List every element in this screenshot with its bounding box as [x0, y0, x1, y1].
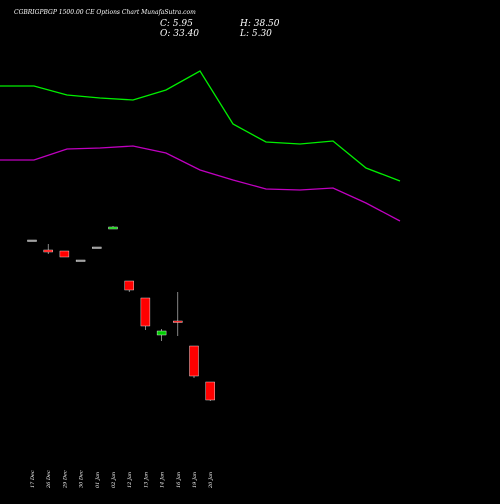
candle-13-jan [140, 297, 151, 330]
candle-body [43, 249, 53, 253]
candle-17-dec [27, 239, 37, 242]
candle-body [27, 239, 37, 242]
close-value: C: 5.95 [160, 19, 193, 29]
candle-body [75, 259, 86, 262]
candle-14-jan [156, 329, 167, 341]
candle-29-dec [59, 250, 70, 258]
candle-body [124, 280, 134, 291]
overlay-line-1 [0, 70, 401, 182]
high-value: H: 38.50 [240, 19, 280, 29]
candle-body [59, 250, 70, 258]
x-tick-label: 12 Jan [127, 472, 133, 488]
candle-body [173, 320, 183, 323]
candle-20-jan [205, 381, 215, 401]
x-tick-label: 19 Jan [192, 472, 198, 488]
overlay-line-2 [0, 145, 401, 222]
low-value: L: 5.30 [240, 29, 272, 39]
x-tick-label: 14 Jan [160, 472, 166, 488]
x-tick-label: 30 Dec [79, 470, 85, 488]
candle-16-jan [173, 292, 183, 336]
x-tick-label: 29 Dec [62, 470, 68, 489]
x-tick-label: 17 Dec [30, 470, 36, 488]
candle-02-jan [108, 226, 118, 230]
x-tick-label: 20 Jan [208, 472, 214, 489]
chart-title: CGBRIGPBGP 1500.00 CE Options Chart Muna… [14, 9, 196, 16]
candle-26-dec [43, 244, 53, 254]
open-value: O: 33.40 [160, 29, 200, 39]
candle-12-jan [124, 280, 134, 292]
candle-body [156, 330, 167, 336]
candle-30-dec [75, 259, 86, 262]
candle-01-jan [92, 246, 102, 249]
candle-body [189, 345, 199, 377]
candle-body [140, 297, 151, 327]
candle-body [92, 246, 102, 249]
x-tick-label: 16 Jan [176, 472, 182, 488]
x-tick-label: 13 Jan [143, 472, 149, 488]
candle-body [205, 381, 215, 401]
x-tick-label: 02 Jan [111, 472, 117, 488]
x-tick-label: 26 Dec [46, 470, 52, 489]
candle-19-jan [189, 345, 199, 378]
candle-body [108, 226, 118, 230]
x-tick-label: 01 Jan [95, 472, 101, 488]
